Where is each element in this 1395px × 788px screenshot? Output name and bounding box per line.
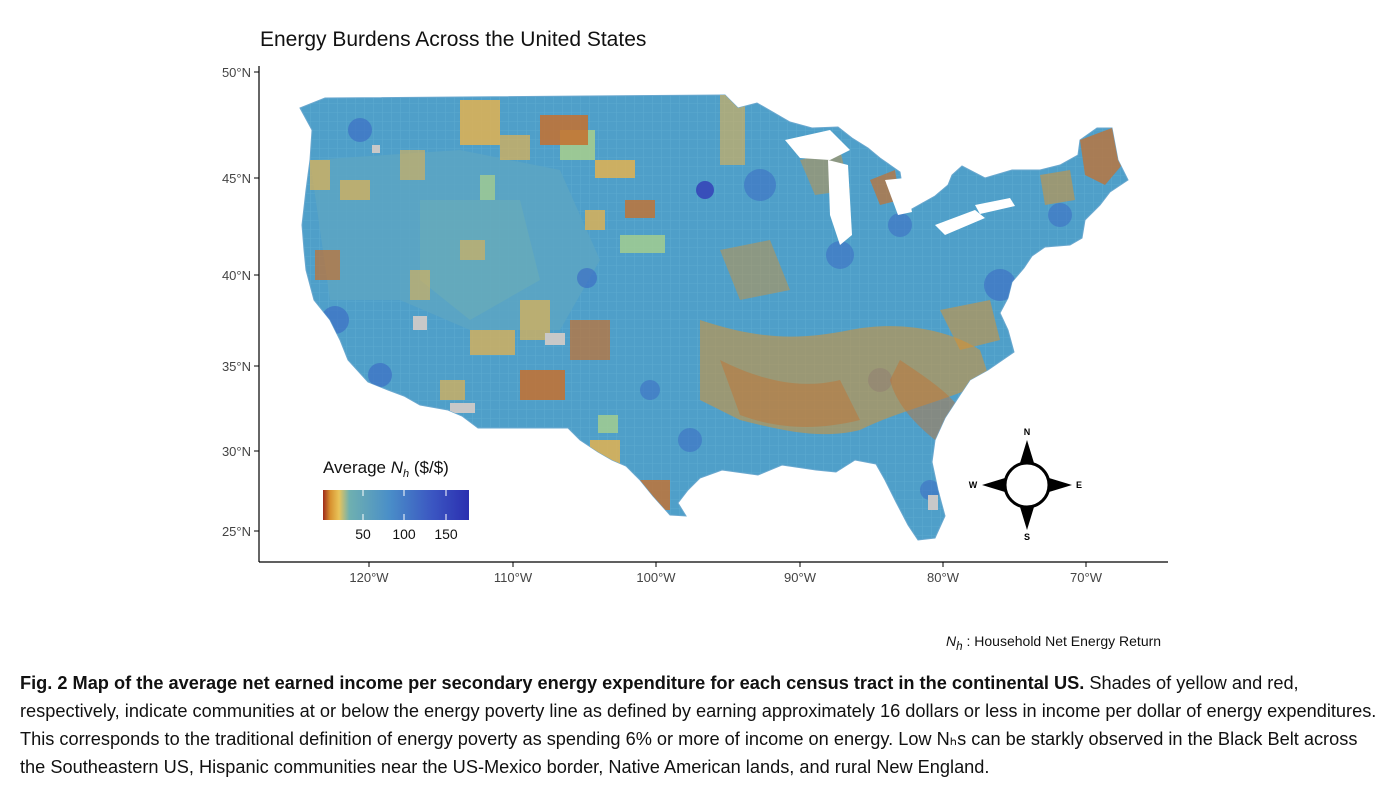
lat-tick-label: 35°N [222,359,251,374]
caption-text: Shades of yellow and red, respectively, … [20,673,1377,777]
axes: 50°N 45°N 40°N 35°N 30°N 25°N 120°W 110°W 100°W… [222,65,1168,585]
source-note-text: : Household Net Energy Return [962,633,1162,649]
lat-tick-label: 40°N [222,268,251,283]
legend-tick-label: 100 [392,526,416,542]
compass-north-label: N [1024,427,1031,437]
lon-tick-label: 110°W [494,570,533,585]
lon-tick-label: 90°W [784,570,817,585]
figure-caption: Fig. 2 Map of the average net earned inc… [20,669,1380,781]
lat-tick-label: 50°N [222,65,251,80]
lat-tick-label: 25°N [222,524,251,539]
source-note: Nh : Household Net Energy Return [946,633,1161,653]
lon-tick-label: 120°W [349,570,389,585]
lon-tick-label: 70°W [1070,570,1103,585]
lat-tick-label: 30°N [222,444,251,459]
color-legend: Average Nh ($/$) 50 100 150 [323,458,469,542]
legend-tick-label: 150 [434,526,458,542]
compass-south-label: S [1024,532,1030,542]
compass-rose-icon: N S W E [969,427,1082,542]
legend-tick-label: 50 [355,526,371,542]
map-canvas: 50°N 45°N 40°N 35°N 30°N 25°N 120°W 110°W 100°W… [222,65,1168,585]
energy-burden-map-figure: Energy Burdens Across the United States [222,28,1168,585]
legend-title: Average Nh ($/$) [323,458,449,480]
caption-bold: Fig. 2 Map of the average net earned inc… [20,673,1085,693]
compass-west-label: W [969,480,978,490]
map-title: Energy Burdens Across the United States [260,28,647,51]
source-note-sub: h [956,639,963,653]
legend-color-bar [323,490,469,520]
compass-east-label: E [1076,480,1082,490]
lat-tick-label: 45°N [222,171,251,186]
lon-tick-label: 80°W [927,570,960,585]
lon-tick-label: 100°W [636,570,676,585]
source-note-var: N [946,633,957,649]
